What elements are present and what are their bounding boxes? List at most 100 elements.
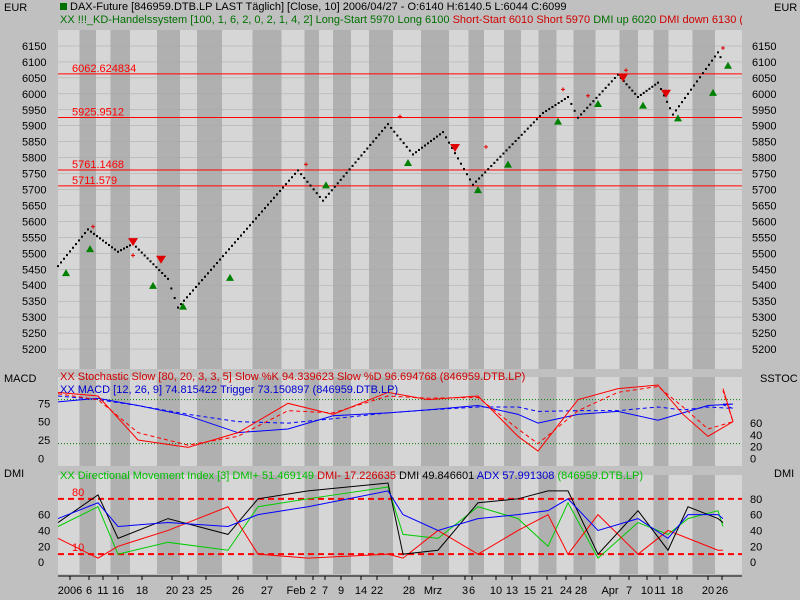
price-box [99, 237, 101, 240]
price-box [560, 100, 563, 103]
price-box [375, 137, 378, 140]
price-box [240, 234, 242, 237]
macd-subtitle: XX MACD [12, 26, 9] 74.815422 Trigger 73… [60, 384, 399, 396]
price-box [134, 245, 137, 248]
price-box [708, 63, 710, 66]
chart-header: DAX-Future [846959.DTB.LP LAST Täglich] … [60, 1, 567, 14]
price-box [351, 164, 354, 167]
band-7 [197, 377, 222, 466]
system-subtitle-part-1: Short-Start 6010 Short 5970 [452, 14, 594, 26]
price-box [87, 228, 89, 231]
price-box [433, 137, 435, 140]
band-13 [333, 475, 351, 574]
price-box [204, 275, 206, 278]
band-23 [538, 475, 557, 574]
band-32 [715, 30, 742, 369]
price-box [114, 248, 116, 251]
x-tick-label: 25 [200, 585, 212, 597]
price-box [517, 136, 520, 139]
price-box [418, 148, 420, 151]
price-box [460, 162, 462, 165]
x-tick-label: 20 [166, 585, 178, 597]
price-box [631, 89, 634, 92]
price-box [306, 180, 309, 183]
price-box [557, 102, 560, 105]
price-tick-left: 5850 [22, 137, 46, 149]
dmi-reference-label: 80 [72, 487, 84, 499]
price-box [324, 196, 327, 199]
price-box [149, 260, 152, 263]
buy-signal-icon [86, 245, 94, 253]
price-box [146, 257, 149, 260]
x-tick-label: 20 [702, 585, 714, 597]
plus-mark [91, 224, 95, 229]
price-box [532, 121, 535, 124]
price-box [117, 250, 119, 253]
price-box [542, 111, 544, 114]
price-tick-right: 5400 [752, 280, 776, 292]
band-30 [668, 377, 693, 466]
price-box [201, 279, 203, 282]
price-box [66, 254, 68, 257]
osc-tick-right: 40 [750, 430, 762, 442]
price-box [625, 83, 628, 86]
price-box [699, 76, 701, 79]
price-tick-left: 5600 [22, 216, 46, 228]
buy-signal-icon [226, 273, 234, 281]
band-6 [180, 30, 197, 369]
price-box [252, 220, 254, 223]
x-tick-label: 11 [654, 585, 665, 597]
x-tick-label: 27 [261, 585, 273, 597]
price-box [279, 189, 281, 192]
band-24 [556, 30, 574, 369]
price-box [551, 105, 554, 108]
price-box [690, 88, 692, 91]
price-tick-right: 5950 [752, 105, 776, 117]
x-tick-label: 2006 [58, 585, 82, 597]
plus-mark [304, 162, 308, 167]
price-box [711, 59, 713, 62]
price-box [360, 154, 363, 157]
price-box [490, 165, 493, 168]
price-box [276, 193, 278, 196]
price-tick-right: 5550 [752, 232, 776, 244]
price-box [496, 158, 499, 161]
price-box [448, 141, 450, 144]
osc-series-trigger [57, 395, 734, 424]
price-box [405, 145, 408, 148]
sell-signal-icon [156, 255, 166, 264]
price-tick-left: 5350 [22, 296, 46, 308]
price-box [717, 51, 719, 54]
price-box [666, 100, 668, 103]
x-tick-label: 23 [182, 585, 194, 597]
price-tick-right: 5500 [752, 248, 776, 260]
price-box [90, 230, 92, 233]
band-24 [556, 475, 574, 574]
x-tick-label: 24 [560, 585, 572, 597]
level-label: 5925.9512 [72, 106, 124, 118]
dmi-tick-right: 60 [750, 510, 762, 522]
band-17 [421, 377, 449, 466]
buy-signal-icon [62, 269, 70, 277]
price-box [439, 133, 441, 136]
price-tick-right: 5600 [752, 216, 776, 228]
price-box [186, 296, 188, 299]
band-8 [222, 30, 253, 369]
price-box [72, 246, 74, 249]
price-box [567, 96, 569, 99]
x-tick-label: 9 [338, 585, 344, 597]
price-tick-left: 5650 [22, 200, 46, 212]
x-tick-label: 7 [322, 585, 328, 597]
price-tick-right: 6100 [752, 57, 776, 69]
price-box [563, 98, 566, 101]
band-20 [484, 30, 504, 369]
price-box [327, 192, 330, 195]
price-box [651, 85, 654, 88]
price-box [669, 107, 671, 110]
price-box [457, 157, 459, 160]
x-tick-label: 26 [232, 585, 244, 597]
price-box [300, 173, 303, 176]
price-box [466, 173, 468, 176]
price-tick-right: 6000 [752, 89, 776, 101]
price-box [523, 130, 526, 133]
